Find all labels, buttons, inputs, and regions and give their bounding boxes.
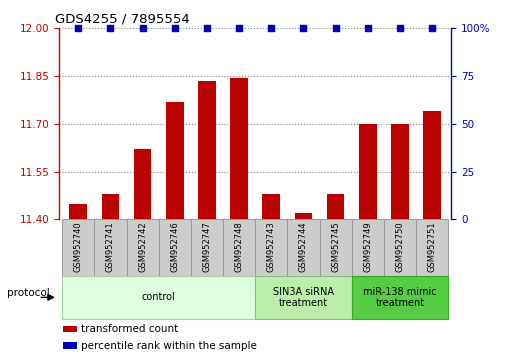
- Text: GSM952749: GSM952749: [363, 221, 372, 272]
- Bar: [62, 219, 94, 276]
- Text: percentile rank within the sample: percentile rank within the sample: [81, 341, 256, 350]
- Text: GSM952740: GSM952740: [74, 221, 83, 272]
- Bar: [416, 219, 448, 276]
- Point: [203, 25, 211, 31]
- Text: GSM952751: GSM952751: [428, 221, 437, 272]
- Text: protocol: protocol: [7, 288, 50, 298]
- Bar: [94, 219, 127, 276]
- Point: [364, 25, 372, 31]
- Bar: [263, 194, 280, 219]
- Bar: [166, 102, 184, 219]
- Text: SIN3A siRNA
treatment: SIN3A siRNA treatment: [273, 286, 334, 308]
- Text: GSM952746: GSM952746: [170, 221, 180, 272]
- Point: [139, 25, 147, 31]
- Text: GSM952741: GSM952741: [106, 221, 115, 272]
- Bar: [191, 219, 223, 276]
- Bar: [134, 149, 151, 219]
- Text: GSM952744: GSM952744: [299, 221, 308, 272]
- Bar: [62, 276, 255, 319]
- Point: [235, 25, 243, 31]
- Bar: [198, 81, 216, 219]
- Text: GSM952747: GSM952747: [203, 221, 211, 272]
- Point: [267, 25, 275, 31]
- Bar: [391, 124, 409, 219]
- Bar: [63, 326, 76, 332]
- Bar: [159, 219, 191, 276]
- Text: GDS4255 / 7895554: GDS4255 / 7895554: [55, 13, 190, 26]
- Point: [428, 25, 436, 31]
- Bar: [69, 204, 87, 219]
- Point: [106, 25, 114, 31]
- Text: GSM952750: GSM952750: [396, 221, 404, 272]
- Point: [171, 25, 179, 31]
- Bar: [320, 219, 352, 276]
- Bar: [102, 194, 120, 219]
- Text: miR-138 mimic
treatment: miR-138 mimic treatment: [363, 286, 437, 308]
- Text: GSM952743: GSM952743: [267, 221, 276, 272]
- Point: [300, 25, 308, 31]
- Point: [396, 25, 404, 31]
- Bar: [294, 213, 312, 219]
- Bar: [423, 111, 441, 219]
- Bar: [384, 219, 416, 276]
- Bar: [352, 276, 448, 319]
- Text: transformed count: transformed count: [81, 324, 178, 334]
- Bar: [359, 124, 377, 219]
- Text: GSM952745: GSM952745: [331, 221, 340, 272]
- Bar: [223, 219, 255, 276]
- Bar: [63, 342, 76, 349]
- Text: control: control: [142, 292, 175, 302]
- Text: GSM952742: GSM952742: [138, 221, 147, 272]
- Point: [331, 25, 340, 31]
- Bar: [255, 276, 352, 319]
- Bar: [255, 219, 287, 276]
- Bar: [352, 219, 384, 276]
- Text: GSM952748: GSM952748: [234, 221, 244, 272]
- Bar: [127, 219, 159, 276]
- Point: [74, 25, 83, 31]
- Bar: [287, 219, 320, 276]
- Bar: [230, 78, 248, 219]
- Bar: [327, 194, 345, 219]
